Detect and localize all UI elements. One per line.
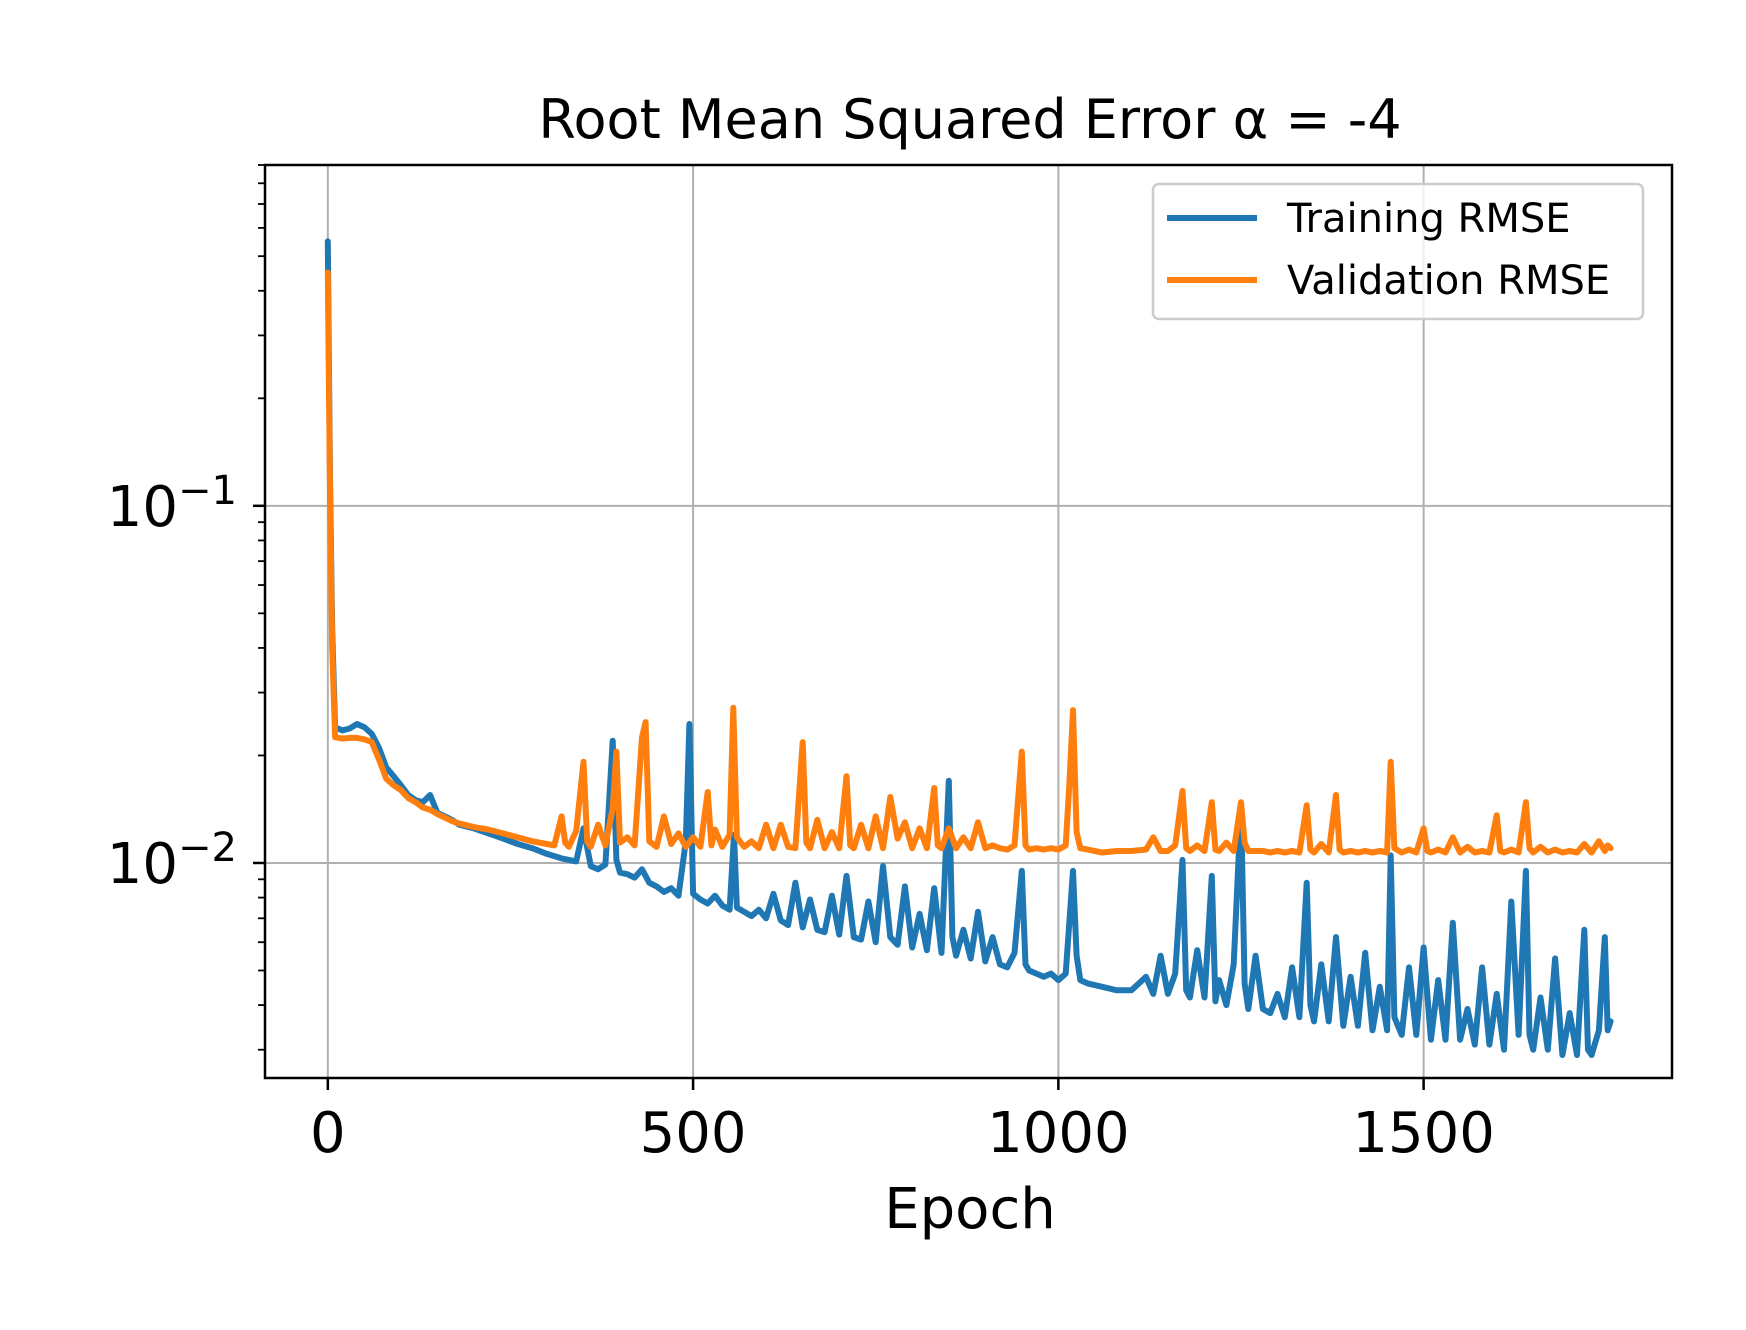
- legend: Training RMSE Validation RMSE: [1151, 182, 1645, 321]
- x-tick-label: 0: [310, 1101, 346, 1166]
- legend-label: Validation RMSE: [1287, 258, 1610, 304]
- y-tick-label: 10−2: [107, 825, 237, 897]
- y-tick-label: 10−1: [107, 468, 237, 540]
- legend-label: Training RMSE: [1286, 196, 1571, 242]
- series-line-training-rmse: [324, 238, 1614, 1058]
- series-line-validation-rmse: [324, 269, 1614, 856]
- legend-box: [1151, 182, 1645, 321]
- chart-title: Root Mean Squared Error α = -4: [538, 88, 1401, 151]
- x-tick-label: 1500: [1352, 1101, 1495, 1166]
- x-axis-label: Epoch: [884, 1177, 1055, 1242]
- x-tick-label: 500: [640, 1101, 747, 1166]
- plot-frame: [263, 163, 1674, 1080]
- series-layer: [324, 238, 1614, 1058]
- axes: 0 500 1000 1500 10−2 10−1: [107, 163, 1674, 1166]
- x-tick-label: 1000: [987, 1101, 1130, 1166]
